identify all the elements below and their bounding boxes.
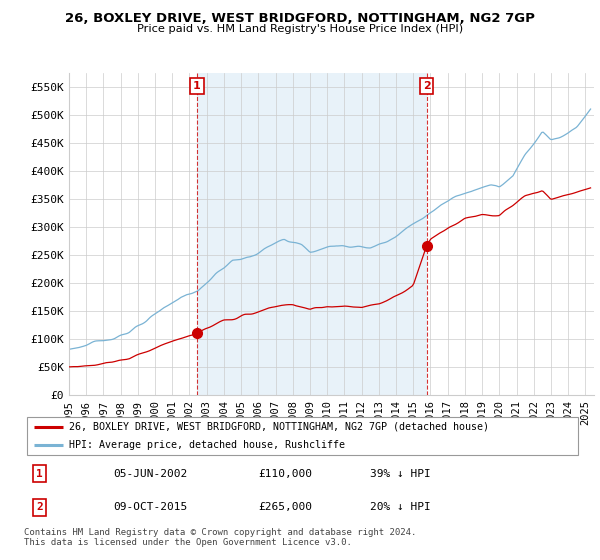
Text: Price paid vs. HM Land Registry's House Price Index (HPI): Price paid vs. HM Land Registry's House …	[137, 24, 463, 34]
Text: 39% ↓ HPI: 39% ↓ HPI	[370, 469, 431, 479]
Text: £110,000: £110,000	[259, 469, 313, 479]
Text: £265,000: £265,000	[259, 502, 313, 512]
Text: HPI: Average price, detached house, Rushcliffe: HPI: Average price, detached house, Rush…	[68, 440, 344, 450]
Text: This data is licensed under the Open Government Licence v3.0.: This data is licensed under the Open Gov…	[24, 538, 352, 547]
Text: 2: 2	[36, 502, 43, 512]
Text: 2: 2	[422, 81, 430, 91]
Text: 26, BOXLEY DRIVE, WEST BRIDGFORD, NOTTINGHAM, NG2 7GP: 26, BOXLEY DRIVE, WEST BRIDGFORD, NOTTIN…	[65, 12, 535, 25]
Text: 26, BOXLEY DRIVE, WEST BRIDGFORD, NOTTINGHAM, NG2 7GP (detached house): 26, BOXLEY DRIVE, WEST BRIDGFORD, NOTTIN…	[68, 422, 488, 432]
Text: 05-JUN-2002: 05-JUN-2002	[113, 469, 188, 479]
Text: 1: 1	[36, 469, 43, 479]
Text: 1: 1	[193, 81, 201, 91]
Text: 20% ↓ HPI: 20% ↓ HPI	[370, 502, 431, 512]
FancyBboxPatch shape	[27, 417, 578, 455]
Text: 09-OCT-2015: 09-OCT-2015	[113, 502, 188, 512]
Bar	[197, 73, 427, 395]
Text: Contains HM Land Registry data © Crown copyright and database right 2024.: Contains HM Land Registry data © Crown c…	[24, 528, 416, 536]
